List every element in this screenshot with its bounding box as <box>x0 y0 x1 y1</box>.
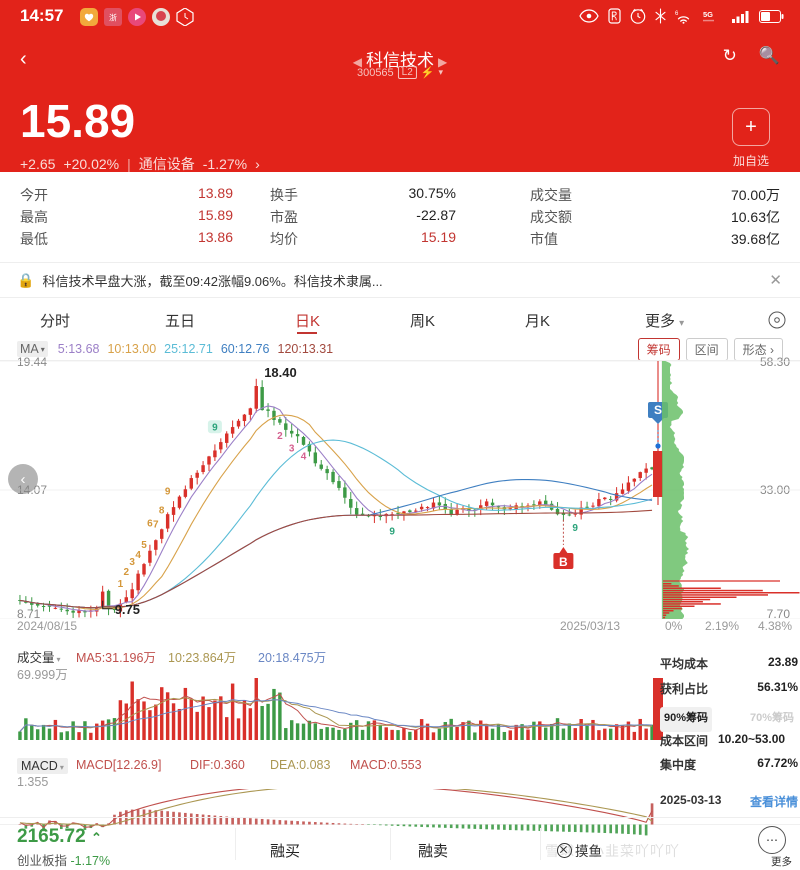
svg-text:6: 6 <box>675 11 679 17</box>
svg-text:B: B <box>559 555 568 569</box>
svg-text:浙: 浙 <box>109 13 117 23</box>
svg-text:9: 9 <box>389 526 395 537</box>
svg-text:2: 2 <box>124 567 130 578</box>
svg-text:9: 9 <box>572 523 578 534</box>
svg-text:9.75: 9.75 <box>115 602 140 617</box>
svg-text:18.40: 18.40 <box>264 365 297 380</box>
svg-text:9: 9 <box>165 486 171 497</box>
svg-text:2: 2 <box>277 431 283 442</box>
svg-text:4: 4 <box>301 452 307 463</box>
svg-text:5G: 5G <box>703 10 713 19</box>
svg-text:1: 1 <box>118 579 124 590</box>
svg-text:3: 3 <box>289 443 295 454</box>
svg-text:8: 8 <box>159 506 165 517</box>
svg-text:5: 5 <box>141 540 147 551</box>
svg-text:4: 4 <box>135 550 141 561</box>
svg-text:7: 7 <box>153 519 159 530</box>
svg-text:9: 9 <box>212 422 218 433</box>
svg-text:S: S <box>654 403 662 417</box>
